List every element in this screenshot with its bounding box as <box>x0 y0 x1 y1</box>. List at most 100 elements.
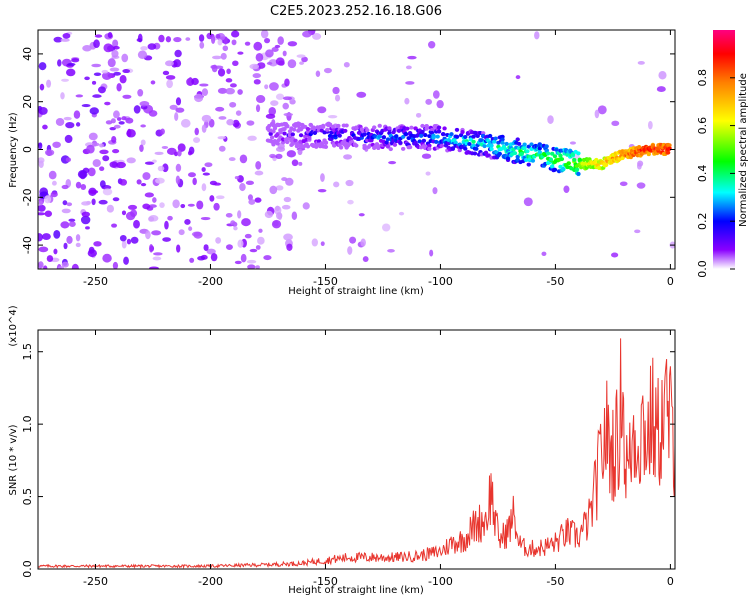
spectrogram-cell <box>103 43 114 53</box>
spectrogram-cell <box>133 219 140 229</box>
spectrogram-cell <box>193 137 201 143</box>
signal-cell <box>372 125 377 130</box>
spectrogram-cell <box>63 242 68 250</box>
spectrogram-cell <box>38 233 43 242</box>
spectrogram-cell <box>161 145 169 149</box>
spectrogram-cell <box>175 97 182 106</box>
spectrogram-cell <box>52 141 61 148</box>
spectrogram-cell <box>140 139 146 146</box>
spectrogram-cell <box>187 203 195 207</box>
signal-cell <box>387 126 392 131</box>
spectrogram-cell <box>113 124 121 129</box>
signal-cell <box>320 124 326 129</box>
spectrogram-cell <box>232 60 239 67</box>
spectrogram-cell <box>139 101 150 107</box>
spectrogram-cell <box>160 128 165 135</box>
spectrogram-cell <box>636 182 646 189</box>
spectrogram-cell <box>327 115 338 119</box>
signal-cell <box>537 150 542 155</box>
spectrogram-cell <box>276 212 283 220</box>
signal-cell <box>293 138 298 143</box>
spectrogram-cell <box>382 223 391 232</box>
spectrogram-cell <box>196 200 204 210</box>
signal-cell <box>545 151 551 156</box>
spectrogram-cell <box>116 83 122 92</box>
spectrogram-cell <box>75 122 81 127</box>
spectrogram-cell <box>215 237 222 244</box>
spectrogram-cell <box>105 120 113 125</box>
spectrogram-cell <box>81 201 91 206</box>
spectrogram-cell <box>62 33 71 39</box>
signal-cell <box>436 125 442 130</box>
signal-cell <box>420 129 425 134</box>
spectrogram-cell <box>323 67 332 74</box>
spectrogram-cell <box>112 148 120 154</box>
spectrogram-cell <box>206 248 216 255</box>
spectrogram-cell <box>50 191 58 198</box>
signal-cell <box>620 156 625 161</box>
spectrogram-cell <box>61 78 69 82</box>
spectrogram-cell <box>140 46 148 51</box>
spectrogram-cell <box>220 52 227 60</box>
spectrogram-cell <box>656 86 666 93</box>
signal-cell <box>549 164 555 169</box>
signal-cell <box>450 146 456 151</box>
spectrogram-cell <box>255 104 261 113</box>
signal-cell <box>303 134 308 139</box>
spectrogram-cell <box>102 253 112 263</box>
signal-cell <box>329 130 334 135</box>
spectrogram-cell <box>541 251 547 256</box>
spectrogram-cell <box>42 124 48 130</box>
spectrogram-cell <box>112 39 119 48</box>
spectrogram-x-axis-title: Height of straight line (km) <box>288 286 424 297</box>
spectrogram-cell <box>61 208 71 214</box>
signal-cell <box>392 142 398 147</box>
spectrogram-cell <box>111 49 119 58</box>
spectrogram-cell <box>98 199 108 205</box>
spectrogram-cell <box>80 183 87 191</box>
spectrogram-cell <box>345 179 354 187</box>
spectrogram-cell <box>149 266 159 269</box>
spectrogram-cell <box>67 62 76 66</box>
signal-cell <box>362 146 367 151</box>
spectrogram-cell <box>201 167 206 173</box>
spectrogram-cell <box>64 134 73 144</box>
spectrogram-cell <box>405 65 412 70</box>
spectrogram-cell <box>291 159 299 167</box>
spectrogram-cell <box>175 163 182 172</box>
spectrogram-cell <box>38 204 46 212</box>
spectrogram-cell <box>269 153 277 159</box>
spectrogram-cell <box>151 230 162 236</box>
signal-cell <box>418 133 424 138</box>
spectrogram-cell <box>44 210 53 217</box>
spectrogram-cell <box>208 118 215 128</box>
spectrogram-cell <box>57 59 62 67</box>
signal-cell <box>574 167 580 172</box>
signal-cell <box>504 141 509 146</box>
spectrogram-cell <box>215 195 225 200</box>
spectrogram-cell <box>66 235 73 244</box>
spectrogram-cell <box>126 128 132 138</box>
spectrogram-cell <box>296 54 306 58</box>
spectrogram-cell <box>287 59 297 69</box>
spectrogram-cell <box>65 121 75 129</box>
spectrogram-cell <box>229 83 237 88</box>
spectrogram-cell <box>65 157 72 163</box>
signal-cell <box>323 144 329 149</box>
spectrogram-cell <box>388 161 397 165</box>
spectrogram-cell <box>53 248 58 255</box>
spectrogram-cell <box>122 69 131 74</box>
colorbar-gradient <box>713 30 735 269</box>
signal-cell <box>377 134 382 139</box>
signal-cell <box>500 140 505 145</box>
signal-cell <box>442 126 447 131</box>
spectrogram-cell <box>136 38 143 42</box>
spectrogram-cell <box>88 132 98 141</box>
spectrogram-cell <box>387 248 395 253</box>
signal-cell <box>362 132 367 137</box>
signal-cell <box>561 166 566 171</box>
x-tick-label: 0 <box>667 275 674 288</box>
spectrogram-cell <box>121 116 127 121</box>
spectrogram-cell <box>611 252 619 258</box>
spectrogram-cell <box>144 161 155 165</box>
